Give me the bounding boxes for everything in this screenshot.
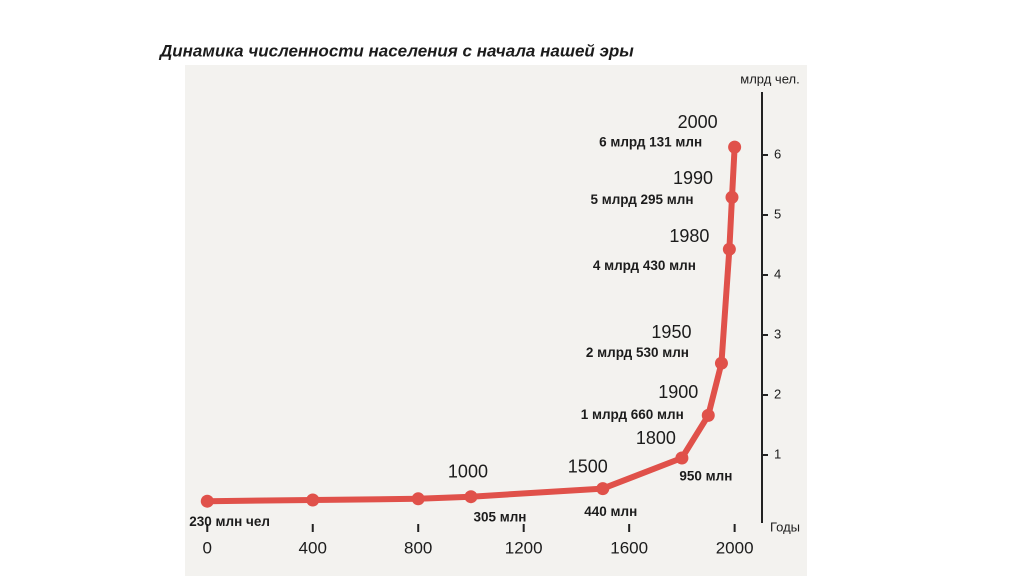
data-point (728, 140, 742, 154)
chart-background (185, 65, 807, 576)
data-point (596, 482, 610, 496)
y-tick-label: 5 (774, 206, 781, 221)
data-point (200, 494, 214, 508)
year-label: 1900 (658, 382, 698, 402)
value-label: 950 млн (679, 469, 732, 484)
chart-title: Динамика численности населения с начала … (158, 41, 634, 60)
x-tick-label: 400 (299, 538, 327, 557)
data-point (714, 356, 728, 370)
year-label: 2000 (678, 112, 718, 132)
x-tick-label: 0 (203, 538, 212, 557)
data-point (722, 242, 736, 256)
value-label: 230 млн чел (189, 514, 270, 529)
data-point (701, 408, 715, 422)
year-label: 1000 (448, 461, 488, 481)
year-label: 1980 (669, 226, 709, 246)
data-point (464, 490, 478, 504)
year-label: 1990 (673, 168, 713, 188)
data-point (306, 493, 320, 507)
value-label: 5 млрд 295 млн (590, 192, 693, 207)
year-label: 1500 (568, 456, 608, 476)
value-label: 4 млрд 430 млн (593, 258, 696, 273)
x-tick-label: 800 (404, 538, 432, 557)
value-label: 1 млрд 660 млн (581, 407, 684, 422)
data-point (725, 190, 739, 204)
data-point (675, 451, 689, 465)
value-label: 6 млрд 131 млн (599, 135, 702, 150)
x-tick-label: 1600 (610, 538, 648, 557)
y-axis-label: млрд чел. (740, 71, 799, 86)
y-tick-label: 6 (774, 146, 781, 161)
y-tick-label: 3 (774, 326, 781, 341)
x-tick-label: 1200 (505, 538, 543, 557)
year-label: 1800 (636, 428, 676, 448)
value-label: 440 млн (584, 504, 637, 519)
y-tick-label: 4 (774, 266, 781, 281)
data-point (411, 492, 425, 506)
y-tick-label: 2 (774, 386, 781, 401)
y-tick-label: 1 (774, 446, 781, 461)
x-axis-label: Годы (770, 519, 800, 534)
value-label: 2 млрд 530 млн (586, 345, 689, 360)
x-tick-label: 2000 (716, 538, 754, 557)
value-label: 305 млн (473, 509, 526, 524)
year-label: 1950 (651, 322, 691, 342)
